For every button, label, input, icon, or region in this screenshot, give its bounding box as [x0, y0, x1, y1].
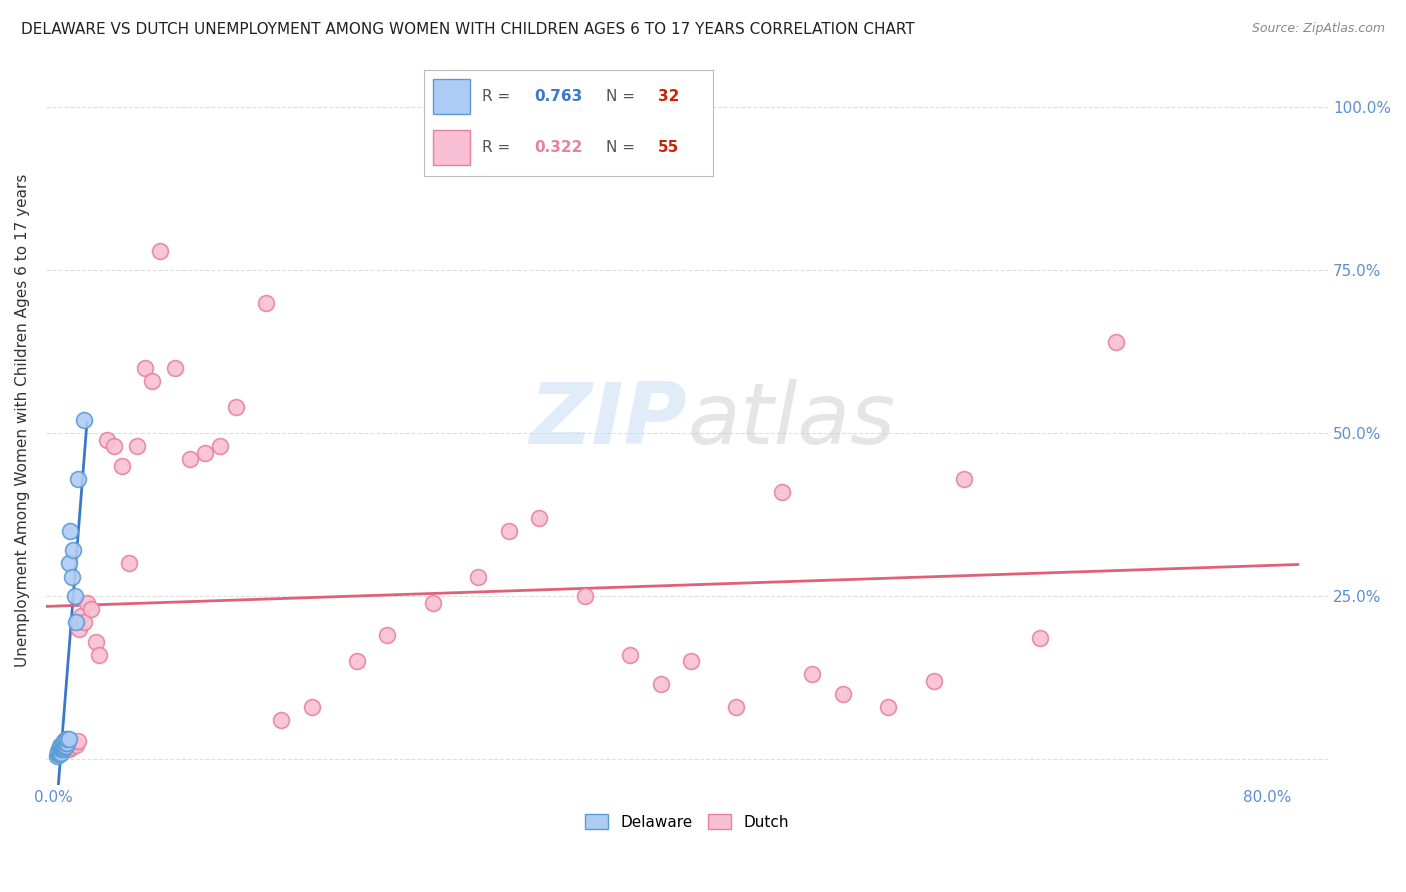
Point	[53, 739, 76, 753]
Point	[1029, 632, 1052, 646]
Point	[48, 747, 70, 761]
Point	[149, 244, 172, 258]
Point	[49, 740, 72, 755]
Point	[45, 748, 67, 763]
Point	[118, 557, 141, 571]
Point	[498, 524, 520, 538]
Point	[52, 740, 75, 755]
Point	[725, 699, 748, 714]
Point	[270, 713, 292, 727]
Point	[96, 433, 118, 447]
Point	[55, 738, 77, 752]
Point	[111, 458, 134, 473]
Point	[254, 295, 277, 310]
Point	[55, 736, 77, 750]
Point	[163, 361, 186, 376]
Point	[70, 608, 93, 623]
Point	[650, 677, 672, 691]
Point	[56, 732, 79, 747]
Y-axis label: Unemployment Among Women with Children Ages 6 to 17 years: Unemployment Among Women with Children A…	[15, 173, 30, 667]
Point	[60, 740, 83, 755]
Text: DELAWARE VS DUTCH UNEMPLOYMENT AMONG WOMEN WITH CHILDREN AGES 6 TO 17 YEARS CORR: DELAWARE VS DUTCH UNEMPLOYMENT AMONG WOM…	[21, 22, 915, 37]
Point	[52, 738, 75, 752]
Point	[66, 472, 89, 486]
Point	[831, 687, 853, 701]
Point	[76, 596, 98, 610]
Point	[53, 740, 76, 755]
Point	[1105, 334, 1128, 349]
Point	[58, 557, 80, 571]
Text: ZIP: ZIP	[530, 378, 688, 462]
Point	[63, 589, 86, 603]
Point	[346, 654, 368, 668]
Point	[84, 634, 107, 648]
Point	[49, 738, 72, 752]
Point	[194, 446, 217, 460]
Point	[141, 374, 163, 388]
Point	[225, 400, 247, 414]
Point	[73, 615, 96, 629]
Point	[65, 615, 87, 629]
Text: atlas: atlas	[688, 378, 896, 462]
Point	[56, 740, 79, 755]
Point	[55, 739, 77, 753]
Point	[73, 413, 96, 427]
Point	[209, 439, 232, 453]
Point	[58, 732, 80, 747]
Point	[103, 439, 125, 453]
Point	[48, 739, 70, 753]
Point	[801, 667, 824, 681]
Point	[66, 733, 89, 747]
Point	[134, 361, 156, 376]
Point	[770, 484, 793, 499]
Point	[922, 673, 945, 688]
Point	[60, 569, 83, 583]
Point	[49, 746, 72, 760]
Point	[52, 740, 75, 755]
Legend: Delaware, Dutch: Delaware, Dutch	[579, 807, 794, 836]
Text: Source: ZipAtlas.com: Source: ZipAtlas.com	[1251, 22, 1385, 36]
Point	[65, 738, 87, 752]
Point	[46, 744, 69, 758]
Point	[67, 622, 90, 636]
Point	[49, 742, 72, 756]
Point	[877, 699, 900, 714]
Point	[953, 472, 976, 486]
Point	[59, 524, 82, 538]
Point	[55, 732, 77, 747]
Point	[58, 742, 80, 756]
Point	[49, 742, 72, 756]
Point	[53, 733, 76, 747]
Point	[301, 699, 323, 714]
Point	[46, 747, 69, 761]
Point	[46, 747, 69, 761]
Point	[52, 742, 75, 756]
Point	[527, 511, 550, 525]
Point	[46, 746, 69, 760]
Point	[467, 569, 489, 583]
Point	[125, 439, 148, 453]
Point	[574, 589, 596, 603]
Point	[80, 602, 103, 616]
Point	[48, 742, 70, 756]
Point	[53, 738, 76, 752]
Point	[679, 654, 702, 668]
Point	[62, 543, 84, 558]
Point	[179, 452, 201, 467]
Point	[87, 648, 110, 662]
Point	[48, 744, 70, 758]
Point	[377, 628, 399, 642]
Point	[55, 742, 77, 756]
Point	[422, 596, 444, 610]
Point	[59, 739, 82, 753]
Point	[62, 736, 84, 750]
Point	[56, 736, 79, 750]
Point	[619, 648, 641, 662]
